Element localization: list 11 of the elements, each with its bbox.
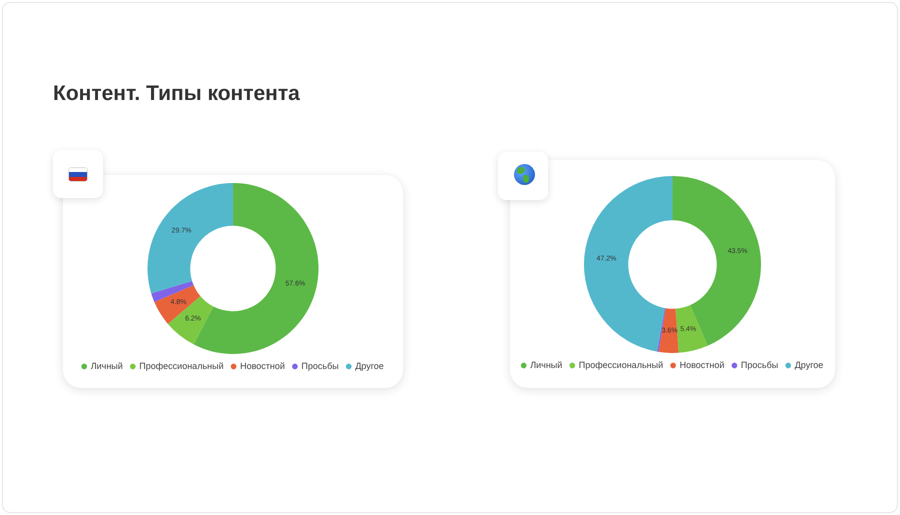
legend-label: Другое [355,360,384,371]
legend-label: Просьбы [301,360,339,371]
chart-title: Контент. Типы контента [53,82,300,106]
legend-label: Личный [530,360,562,370]
legend-label: Личный [90,360,123,371]
legend-label: Другое [794,360,824,370]
legend-label: Профессиональный [578,360,664,370]
legend-label: Просьбы [740,360,778,370]
legend-label: Новостной [680,360,724,370]
legend-label: Профессиональный [139,360,224,371]
legend-label: Новостной [240,360,285,371]
